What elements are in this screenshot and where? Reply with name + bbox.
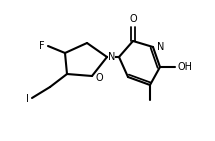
Text: OH: OH — [177, 62, 192, 72]
Text: N: N — [157, 42, 164, 52]
Text: O: O — [129, 14, 137, 24]
Text: N: N — [108, 52, 115, 62]
Text: F: F — [39, 41, 45, 51]
Text: O: O — [96, 73, 104, 83]
Text: I: I — [26, 94, 29, 104]
